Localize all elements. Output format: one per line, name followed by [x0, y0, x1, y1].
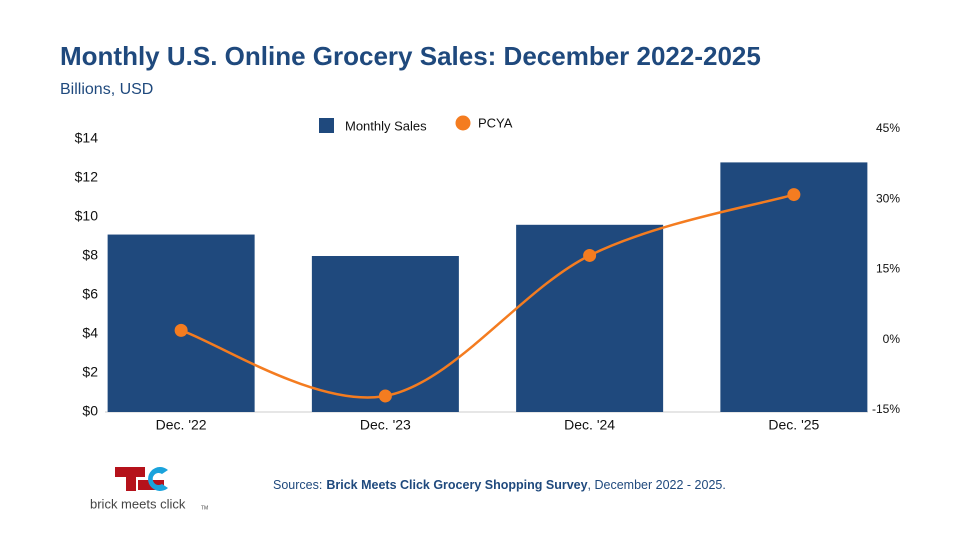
- line: [180, 193, 795, 399]
- y2-tick-label: 15%: [876, 262, 900, 276]
- y-tick-label: $6: [82, 286, 98, 302]
- y2-tick-label: 30%: [876, 191, 900, 205]
- source-prefix: Sources:: [273, 478, 323, 492]
- legend-swatch: [319, 118, 334, 133]
- bar: [720, 162, 868, 412]
- point: [583, 248, 597, 262]
- y-tick-label: $14: [75, 130, 99, 146]
- point: [787, 188, 801, 202]
- legend-label: Monthly Sales: [345, 118, 427, 133]
- y2-tick-label: 45%: [876, 121, 900, 135]
- chart-subtitle: Billions, USD: [60, 81, 153, 98]
- y2-tick-label: 0%: [883, 332, 901, 346]
- x-tick-label: Dec. '24: [564, 417, 615, 433]
- source-suffix: , December 2022 - 2025.: [587, 478, 726, 492]
- logo-text: brick meets click: [90, 496, 186, 511]
- logo: brick meets click TM: [90, 466, 208, 511]
- logo-mark: TM: [201, 505, 208, 511]
- y-tick-label: $8: [82, 247, 98, 263]
- logo-shape: [148, 466, 168, 491]
- logo-shape: [126, 477, 136, 491]
- y-tick-label: $2: [82, 364, 98, 380]
- chart-title: Monthly U.S. Online Grocery Sales: Decem…: [60, 41, 761, 71]
- y-tick-label: $4: [82, 325, 98, 341]
- legend-swatch: [455, 115, 471, 131]
- y-tick-label: $0: [82, 403, 98, 419]
- bar: [311, 256, 459, 412]
- x-tick-label: Dec. '22: [156, 417, 207, 433]
- bar: [107, 234, 255, 412]
- x-tick-label: Dec. '25: [768, 417, 819, 433]
- y-tick-label: $12: [75, 169, 99, 185]
- y2-tick-label: -15%: [872, 402, 900, 416]
- source-note: Sources: Brick Meets Click Grocery Shoppi…: [273, 478, 726, 492]
- x-tick-label: Dec. '23: [360, 417, 411, 433]
- y-tick-label: $10: [75, 208, 99, 224]
- point: [174, 323, 188, 337]
- legend-label: PCYA: [478, 115, 513, 130]
- source-name: Brick Meets Click Grocery Shopping Surve…: [326, 478, 588, 492]
- point: [378, 389, 392, 403]
- logo-shape: [115, 467, 145, 477]
